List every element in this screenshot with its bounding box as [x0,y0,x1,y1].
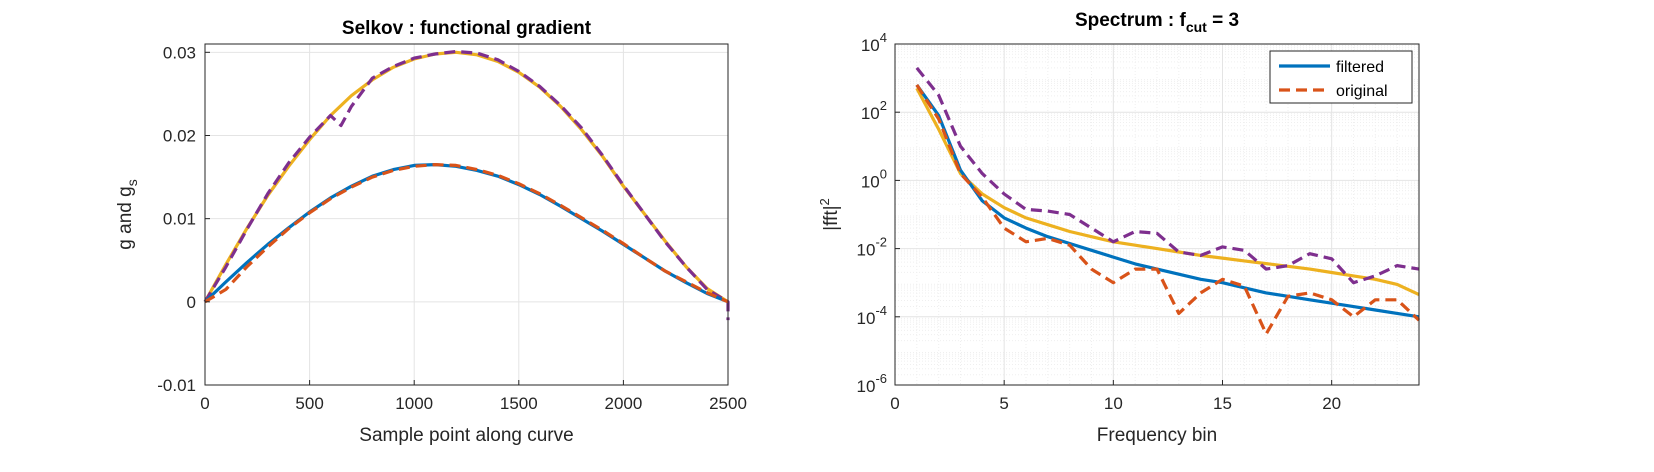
legend-label-original: original [1336,83,1388,100]
x-tick-label: 2000 [604,394,642,413]
x-tick-label: 0 [200,394,209,413]
x-tick-label: 10 [1104,394,1123,413]
series-spectrum-yellow [915,87,1420,297]
x-tick-label: 20 [1322,394,1341,413]
series-gradient-yellow [203,50,729,304]
spectrum-lines [915,66,1421,336]
spectrum-ylabel-main: |fft| [821,205,842,230]
y-tick-label: 102 [861,98,887,123]
y-tick-label: 0 [187,293,196,312]
spectrum-ticks: 0 5 10 15 20 10-6 10-4 10-2 100 102 104 [857,30,1342,413]
x-tick-label: 5 [999,394,1008,413]
y-tick-label: 0.02 [163,126,196,145]
series-gradient-orange [204,163,729,304]
gradient-ylabel: g and gs [115,179,140,249]
x-tick-label: 2500 [709,394,747,413]
y-tick-label: 10-6 [857,371,887,396]
spectrum-legend: filtered original [1269,50,1413,104]
series-spectrum-original [915,84,1421,336]
x-tick-label: 0 [890,394,899,413]
gradient-lines [203,49,730,321]
y-tick-label: 10-4 [857,303,887,328]
x-tick-label: 15 [1213,394,1232,413]
legend-box [1269,50,1413,104]
gradient-grid [204,44,729,386]
spectrum-title-suffix: = 3 [1207,10,1239,31]
y-tick-label: 100 [861,166,887,191]
spectrum-axes-box [894,43,1420,386]
spectrum-axes: 0 5 10 15 20 10-6 10-4 10-2 100 102 104 Spectrum :… [817,10,1421,446]
spectrum-title-main: Spectrum : f [1075,10,1187,31]
spectrum-ylabel-sup: 2 [817,198,832,205]
legend-label-filtered: filtered [1336,59,1384,76]
spectrum-title-sub: cut [1186,19,1207,35]
series-gradient-purple [203,49,730,321]
gradient-title: Selkov : functional gradient [342,18,592,39]
spectrum-xlabel: Frequency bin [1097,425,1217,446]
y-tick-label: 104 [861,30,887,55]
gradient-ylabel-main: g and g [115,186,136,249]
gradient-axes-box [204,43,729,386]
y-tick-label: -0.01 [157,376,196,395]
spectrum-grid [894,43,1419,386]
x-tick-label: 1500 [500,394,538,413]
y-tick-label: 0.01 [163,210,196,229]
x-tick-label: 500 [295,394,323,413]
gradient-ylabel-sub: s [124,179,140,186]
x-tick-label: 1000 [395,394,433,413]
spectrum-title: Spectrum : fcut = 3 [1075,10,1239,35]
spectrum-ylabel: |fft|2 [817,198,842,231]
y-tick-label: 10-2 [857,235,887,260]
y-tick-label: 0.03 [163,43,196,62]
gradient-xlabel: Sample point along curve [359,425,573,446]
